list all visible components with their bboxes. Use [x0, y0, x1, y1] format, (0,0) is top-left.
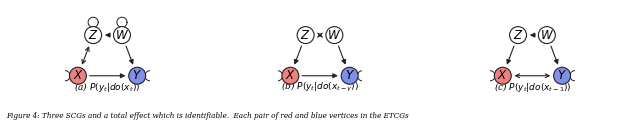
Circle shape — [494, 67, 511, 84]
Text: $Y$: $Y$ — [132, 69, 142, 82]
Circle shape — [113, 27, 131, 44]
Circle shape — [84, 27, 102, 44]
Text: $Z$: $Z$ — [88, 29, 99, 42]
Text: (b) $P(y_t|do(x_{t-\gamma}))$: (b) $P(y_t|do(x_{t-\gamma}))$ — [281, 79, 359, 94]
Circle shape — [282, 67, 299, 84]
Text: $W$: $W$ — [540, 29, 554, 42]
Text: $W$: $W$ — [115, 29, 129, 42]
Text: $W$: $W$ — [328, 29, 341, 42]
Text: $Z$: $Z$ — [300, 29, 311, 42]
Text: $Y$: $Y$ — [557, 69, 567, 82]
Circle shape — [326, 27, 343, 44]
Circle shape — [70, 67, 86, 84]
Text: $X$: $X$ — [285, 69, 296, 82]
Text: $Z$: $Z$ — [513, 29, 524, 42]
Circle shape — [538, 27, 556, 44]
Circle shape — [129, 67, 146, 84]
Circle shape — [509, 27, 527, 44]
Circle shape — [297, 27, 314, 44]
Circle shape — [341, 67, 358, 84]
Text: $X$: $X$ — [72, 69, 83, 82]
Text: (a) $P(y_t|do(x_t))$: (a) $P(y_t|do(x_t))$ — [74, 79, 141, 94]
Text: (c) $P(y_t|do(x_{t-1}))$: (c) $P(y_t|do(x_{t-1}))$ — [493, 79, 572, 94]
Circle shape — [554, 67, 570, 84]
Text: $X$: $X$ — [497, 69, 508, 82]
Text: $Y$: $Y$ — [345, 69, 355, 82]
Text: Figure 4: Three SCGs and a total effect which is identifiable.  Each pair of red: Figure 4: Three SCGs and a total effect … — [6, 112, 409, 120]
